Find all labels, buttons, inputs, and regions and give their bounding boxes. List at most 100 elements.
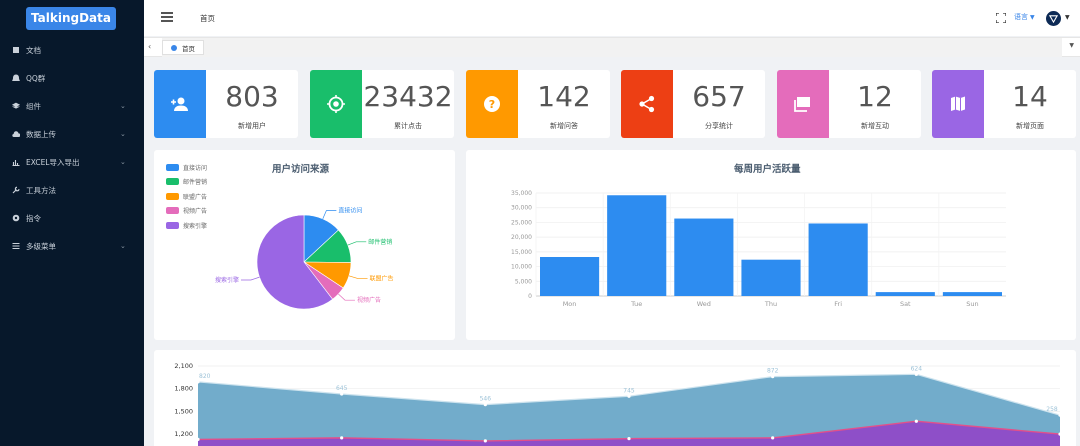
stat-icon-box bbox=[777, 70, 829, 138]
legend-item[interactable]: 联盟广告 bbox=[166, 189, 207, 204]
chevron-down-icon: ⌄ bbox=[120, 102, 126, 110]
sidebar-item-1[interactable]: 文档 bbox=[0, 36, 144, 64]
tab-scroll-left-icon[interactable]: ‹ bbox=[148, 42, 152, 51]
area-point[interactable] bbox=[1058, 413, 1062, 417]
bar[interactable] bbox=[540, 256, 600, 296]
sidebar-item-2[interactable]: QQ群 bbox=[0, 64, 144, 92]
legend-swatch bbox=[166, 207, 179, 215]
stat-card-5[interactable]: 12 新增互动 bbox=[777, 70, 921, 138]
hamburger-icon[interactable] bbox=[161, 12, 173, 22]
sidebar-item-8[interactable]: 多级菜单 ⌄ bbox=[0, 232, 144, 260]
sidebar-item-label: 指令 bbox=[26, 213, 41, 223]
svg-text:?: ? bbox=[489, 98, 495, 111]
bar[interactable] bbox=[607, 195, 667, 296]
stat-card-1[interactable]: 803 新增用户 bbox=[154, 70, 298, 138]
area-series-1[interactable] bbox=[198, 374, 1060, 446]
area-data-label: 872 bbox=[767, 368, 779, 375]
area-point[interactable] bbox=[914, 419, 918, 423]
stat-value: 142 bbox=[537, 80, 591, 113]
area-point[interactable] bbox=[483, 402, 487, 407]
y-tick-label: 5,000 bbox=[515, 278, 532, 285]
bar[interactable] bbox=[674, 218, 734, 296]
bar[interactable] bbox=[942, 292, 1002, 296]
y-tick-label: 35,000 bbox=[511, 190, 532, 197]
sidebar-item-label: QQ群 bbox=[26, 73, 46, 83]
language-dropdown[interactable]: 语言 ▼ bbox=[1014, 12, 1035, 22]
y-tick-label: 10,000 bbox=[511, 264, 532, 271]
book-icon bbox=[13, 47, 19, 53]
area-point[interactable] bbox=[340, 392, 344, 396]
pie-slice-label: 邮件营销 bbox=[368, 238, 392, 246]
area-point[interactable] bbox=[483, 439, 487, 443]
area-point[interactable] bbox=[771, 436, 775, 440]
pie-legend: 直接访问 邮件营销联盟广告视频广告 搜索引擎 bbox=[166, 160, 207, 233]
stat-label: 新增用户 bbox=[238, 122, 266, 130]
y-tick-label: 25,000 bbox=[511, 219, 532, 226]
pie-leader-line bbox=[240, 276, 260, 281]
y-tick-label: 1,200 bbox=[174, 430, 193, 438]
area-data-label: 258 bbox=[1046, 406, 1058, 413]
area-point[interactable] bbox=[340, 436, 344, 440]
area-point[interactable] bbox=[771, 374, 775, 379]
area-data-label: 546 bbox=[480, 396, 492, 403]
pie-slice-label: 搜索引擎 bbox=[215, 276, 239, 284]
sidebar-item-4[interactable]: 数据上传 ⌄ bbox=[0, 120, 144, 148]
sidebar-item-5[interactable]: EXCEL导入导出 ⌄ bbox=[0, 148, 144, 176]
tab-home[interactable]: 首页 bbox=[162, 40, 204, 55]
area-data-label: 645 bbox=[336, 385, 348, 392]
legend-swatch bbox=[166, 163, 179, 171]
wrench-icon bbox=[12, 186, 20, 194]
chat-icon bbox=[794, 97, 810, 112]
bar-chart-panel: 每周用户活跃量 35,000 30,000 25,000 20,000 15,000 10… bbox=[466, 150, 1076, 340]
area-point[interactable] bbox=[627, 394, 631, 398]
stat-card-3[interactable]: ? 142 新增问答 bbox=[466, 70, 610, 138]
avatar-icon[interactable] bbox=[1046, 11, 1061, 26]
top-header: 首页 语言 ▼ ▼ bbox=[144, 0, 1080, 36]
stat-card-2[interactable]: 23432 累计点击 bbox=[310, 70, 454, 138]
bar[interactable] bbox=[741, 259, 801, 296]
area-point[interactable] bbox=[914, 372, 918, 376]
area-point[interactable] bbox=[196, 380, 200, 384]
legend-item[interactable]: 直接访问 bbox=[166, 160, 207, 175]
legend-swatch bbox=[166, 178, 179, 186]
bar[interactable] bbox=[808, 223, 868, 296]
sidebar-item-3[interactable]: 组件 ⌄ bbox=[0, 92, 144, 120]
legend-item[interactable]: 邮件营销 bbox=[166, 175, 207, 190]
bar-chart-icon bbox=[12, 160, 20, 166]
add-user-icon bbox=[171, 97, 188, 111]
pie-slice[interactable] bbox=[256, 214, 334, 310]
pie-leader-line bbox=[347, 241, 367, 246]
legend-item[interactable]: 视频广告 bbox=[166, 204, 207, 219]
stat-card-4[interactable]: 657 分享统计 bbox=[621, 70, 765, 138]
tab-scroll-right-icon[interactable]: ▼ bbox=[1069, 42, 1074, 49]
area-point[interactable] bbox=[196, 437, 200, 441]
sidebar-item-6[interactable]: 工具方法 bbox=[0, 176, 144, 204]
settings-icon bbox=[12, 214, 20, 222]
fullscreen-icon[interactable] bbox=[996, 13, 1006, 23]
sidebar-item-label: 文档 bbox=[26, 45, 41, 55]
help-icon: ? bbox=[484, 96, 500, 112]
y-tick-label: 20,000 bbox=[511, 234, 532, 241]
legend-label: 联盟广告 bbox=[183, 193, 208, 201]
sidebar-item-label: EXCEL导入导出 bbox=[26, 157, 80, 167]
area-data-label: 745 bbox=[623, 387, 635, 394]
y-tick-label: 2,100 bbox=[174, 362, 193, 370]
bar[interactable] bbox=[875, 292, 935, 296]
stat-icon-box bbox=[154, 70, 206, 138]
sidebar-item-7[interactable]: 指令 bbox=[0, 204, 144, 232]
y-tick-label: 1,800 bbox=[174, 385, 193, 393]
area-point[interactable] bbox=[627, 437, 631, 441]
layers-icon bbox=[12, 102, 20, 109]
share-icon bbox=[639, 95, 655, 113]
qq-icon bbox=[12, 74, 20, 81]
area-point[interactable] bbox=[1058, 432, 1062, 436]
bar-chart-title: 每周用户活跃量 bbox=[734, 164, 801, 175]
legend-item[interactable]: 搜索引擎 bbox=[166, 218, 207, 233]
app-logo[interactable]: TalkingData bbox=[26, 7, 116, 30]
caret-down-icon[interactable]: ▼ bbox=[1065, 14, 1070, 21]
pie-slice-label: 联盟广告 bbox=[370, 274, 394, 282]
y-tick-label: 15,000 bbox=[511, 249, 532, 256]
stat-card-6[interactable]: 14 新增页面 bbox=[932, 70, 1076, 138]
stat-value: 23432 bbox=[363, 80, 453, 113]
pie-chart-panel: 用户访问来源 直接访问 邮件营销 联盟广告 视频广告 搜索引擎 直接访问 邮件营销 联盟广告… bbox=[154, 150, 455, 340]
